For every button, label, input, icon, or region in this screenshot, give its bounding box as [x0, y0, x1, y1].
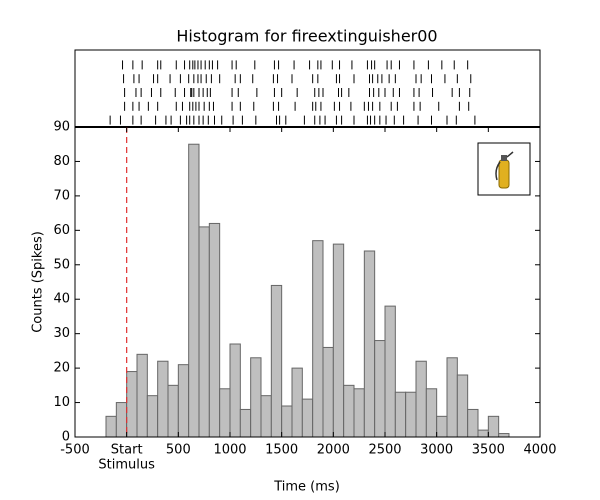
bar: [436, 415, 448, 438]
bar: [343, 384, 355, 438]
bar: [198, 226, 210, 438]
y-tick-label: 30: [53, 326, 70, 341]
bar: [146, 395, 159, 438]
y-tick-label: 20: [53, 361, 70, 376]
bar: [239, 408, 252, 438]
bar: [322, 346, 334, 438]
x-tick-label: 1500: [265, 443, 298, 458]
y-axis-label: Counts (Spikes): [31, 231, 46, 333]
y-tick-label: 60: [53, 223, 70, 238]
legend-icon: [477, 142, 531, 196]
x-tick-label: 2500: [368, 443, 401, 458]
y-tick-label: 10: [53, 395, 70, 410]
x-tick-label: Start: [111, 443, 143, 458]
bar: [281, 405, 293, 438]
x-tick-label: 3500: [472, 443, 505, 458]
bar: [405, 391, 417, 438]
bar: [260, 395, 272, 438]
y-tick-label: 70: [53, 188, 70, 203]
bar: [219, 388, 231, 438]
bar: [467, 408, 479, 438]
bar: [167, 384, 179, 438]
bar: [115, 402, 128, 438]
x-tick-label: 500: [166, 443, 191, 458]
bar: [374, 340, 386, 438]
x-axis-label: Time (ms): [273, 480, 340, 495]
bar: [446, 357, 458, 438]
bar: [332, 243, 345, 438]
annotation: Stimulus: [98, 458, 155, 473]
bar: [105, 415, 117, 438]
bar: [456, 374, 469, 438]
bar: [291, 367, 303, 438]
bar: [353, 388, 365, 438]
bar: [177, 364, 190, 438]
x-tick-label: 3000: [420, 443, 453, 458]
bar: [394, 391, 407, 438]
bar: [415, 360, 427, 438]
x-tick-label: 1000: [213, 443, 246, 458]
extinguisher-body: [498, 159, 510, 189]
bar: [136, 353, 148, 438]
y-tick-label: 80: [53, 154, 70, 169]
bar: [477, 429, 489, 438]
extinguisher-valve: [501, 155, 507, 161]
x-tick-label: 2000: [317, 443, 350, 458]
bar: [208, 222, 221, 438]
bar: [126, 371, 138, 438]
bar: [487, 415, 500, 438]
bar: [157, 360, 169, 438]
bar: [301, 398, 314, 438]
extinguisher-hose: [495, 151, 514, 181]
chart-title: Histogram for fireextinguisher00: [176, 27, 437, 46]
y-tick-label: 90: [53, 120, 70, 135]
y-tick-label: 50: [53, 257, 70, 272]
bar: [498, 433, 510, 438]
bar: [384, 305, 396, 438]
bar: [270, 284, 283, 438]
bar: [188, 143, 200, 438]
y-tick-label: 0: [62, 430, 70, 445]
y-tick-label: 40: [53, 292, 70, 307]
bar: [229, 343, 241, 438]
x-tick-label: -500: [60, 443, 90, 458]
bar: [250, 357, 262, 438]
bar: [425, 388, 438, 438]
bar: [312, 240, 324, 438]
plot-area: 0 10 20 30 40 50 60 70 80 90 -500 Start 500 1000 1500 2…: [53, 49, 557, 473]
x-tick-label: 4000: [523, 443, 556, 458]
bar: [363, 250, 376, 438]
